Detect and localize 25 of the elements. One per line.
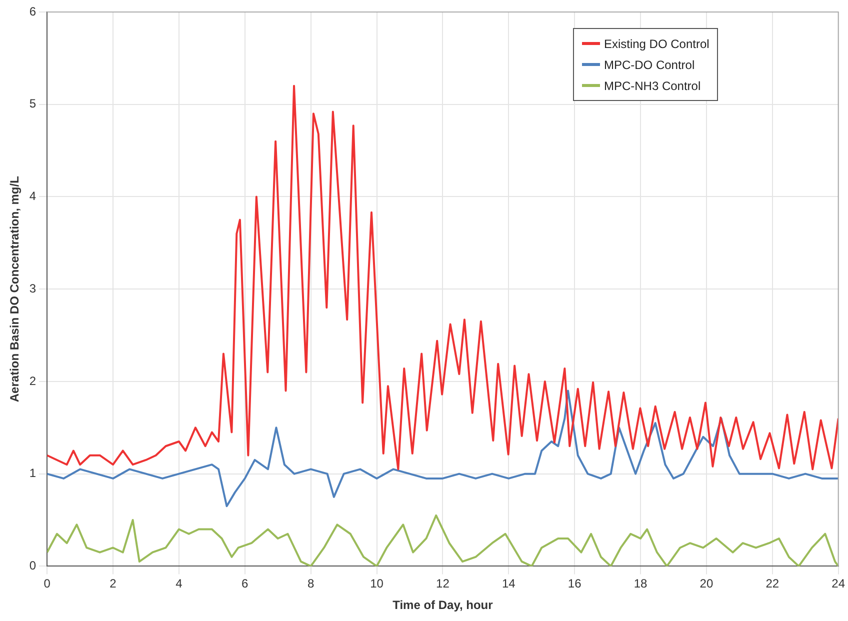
legend-label: Existing DO Control	[602, 36, 710, 52]
x-tick-label: 6	[242, 576, 249, 591]
y-tick-label: 3	[29, 281, 36, 296]
x-tick-label: 20	[700, 576, 714, 591]
legend-label: MPC-NH3 Control	[602, 78, 702, 94]
x-axis-title: Time of Day, hour	[392, 598, 494, 612]
y-tick-label: 0	[29, 558, 36, 573]
x-tick-label: 22	[766, 576, 780, 591]
y-tick-label: 4	[29, 189, 36, 204]
legend-label: MPC-DO Control	[602, 56, 696, 74]
x-tick-label: 2	[110, 576, 117, 591]
x-tick-label: 24	[832, 576, 846, 591]
y-tick-label: 1	[29, 466, 36, 480]
x-tick-label: 18	[634, 576, 648, 591]
x-tick-label: 14	[502, 576, 516, 591]
x-tick-label: 8	[307, 576, 314, 591]
y-tick-label: 5	[29, 96, 36, 111]
y-axis-title: Aeration Basin DO Concentration, mg/L	[8, 176, 22, 402]
y-tick-label: 6	[29, 4, 36, 18]
x-tick-label: 4	[176, 576, 183, 591]
y-tick-label: 2	[29, 374, 36, 388]
x-tick-label: 12	[436, 576, 450, 591]
x-tick-label: 10	[370, 576, 384, 591]
x-tick-label: 0	[44, 576, 51, 591]
x-tick-label: 16	[568, 576, 582, 591]
